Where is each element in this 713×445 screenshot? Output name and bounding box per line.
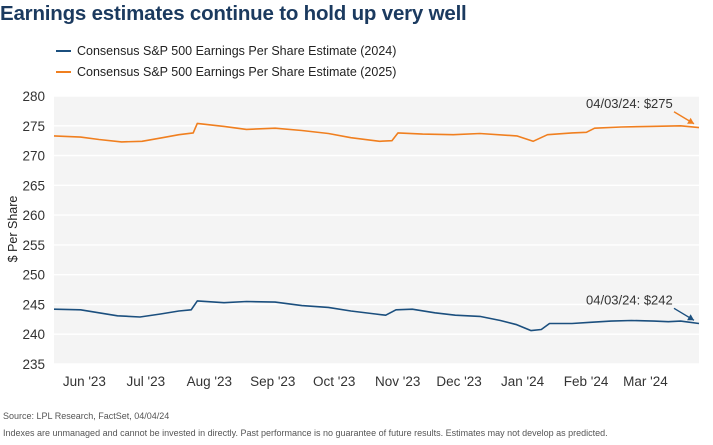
x-tick-label: Aug '23 bbox=[187, 374, 232, 389]
legend-swatch-2025 bbox=[56, 70, 71, 73]
x-tick-label: Jun '23 bbox=[63, 374, 106, 389]
x-tick-label: Jul '23 bbox=[127, 374, 166, 389]
legend-label-2024: Consensus S&P 500 Earnings Per Share Est… bbox=[77, 43, 397, 58]
annotation-label: 04/03/24: $275 bbox=[586, 96, 673, 111]
x-tick-label: Mar '24 bbox=[623, 374, 668, 389]
annotation-arrow-head bbox=[687, 117, 694, 124]
y-tick-label: 280 bbox=[22, 89, 45, 104]
y-tick-label: 260 bbox=[22, 208, 45, 223]
legend-item-2024: Consensus S&P 500 Earnings Per Share Est… bbox=[56, 40, 396, 61]
annotation-arrow-head bbox=[687, 314, 694, 321]
y-tick-label: 270 bbox=[22, 149, 45, 164]
source-note: Source: LPL Research, FactSet, 04/04/24 bbox=[3, 411, 170, 421]
x-tick-label: Jan '24 bbox=[501, 374, 545, 389]
y-tick-label: 240 bbox=[22, 327, 45, 342]
disclaimer-note: Indexes are unmanaged and cannot be inve… bbox=[3, 428, 608, 438]
plot-area bbox=[54, 96, 699, 364]
y-tick-label: 245 bbox=[22, 297, 45, 312]
legend-label-2025: Consensus S&P 500 Earnings Per Share Est… bbox=[77, 64, 397, 79]
legend: Consensus S&P 500 Earnings Per Share Est… bbox=[56, 40, 396, 82]
annotation-label: 04/03/24: $242 bbox=[586, 292, 673, 307]
x-tick-label: Nov '23 bbox=[375, 374, 420, 389]
y-tick-label: 235 bbox=[22, 357, 45, 372]
y-tick-label: 275 bbox=[22, 119, 45, 134]
y-tick-label: 265 bbox=[22, 178, 45, 193]
y-tick-label: 255 bbox=[22, 238, 45, 253]
legend-swatch-2024 bbox=[56, 49, 71, 52]
y-tick-label: 250 bbox=[22, 268, 45, 283]
x-tick-label: Dec '23 bbox=[436, 374, 481, 389]
series-line-2024 bbox=[53, 300, 700, 332]
chart-title: Earnings estimates continue to hold up v… bbox=[0, 2, 467, 25]
x-tick-label: Sep '23 bbox=[250, 374, 295, 389]
x-tick-label: Feb '24 bbox=[564, 374, 609, 389]
x-tick-label: Oct '23 bbox=[313, 374, 355, 389]
legend-item-2025: Consensus S&P 500 Earnings Per Share Est… bbox=[56, 61, 396, 82]
series-line-2025 bbox=[53, 122, 700, 143]
